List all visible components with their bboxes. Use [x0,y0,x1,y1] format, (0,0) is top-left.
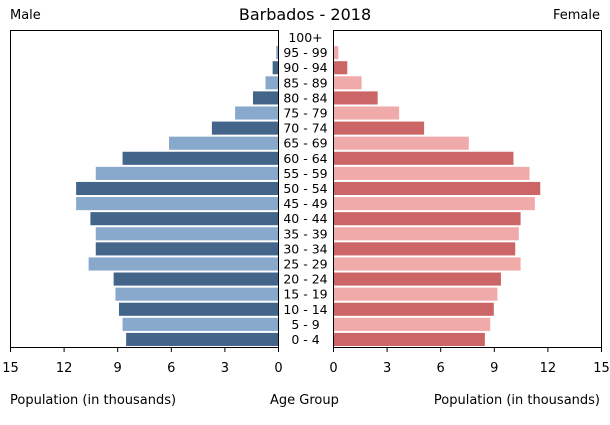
male-x-tick-label: 0 [274,361,282,376]
male-x-tick-label: 9 [114,361,122,376]
male-bar [90,212,279,226]
age-group-tick-label: 15 - 19 [283,287,327,302]
female-bar [333,197,535,211]
female-bar [333,46,339,60]
female-bar [333,332,485,346]
age-group-label: Age Group [270,393,339,408]
male-bar [265,76,278,90]
age-group-tick-label: 35 - 39 [283,226,327,241]
male-x-tick-label: 15 [2,361,19,376]
male-bar [252,91,278,105]
age-group-tick-label: 30 - 34 [283,241,327,256]
age-group-tick-label: 75 - 79 [283,106,327,121]
age-group-tick-label: 65 - 69 [283,136,327,151]
female-axis-title: Population (in thousands) [433,393,600,408]
male-bar [122,317,278,331]
male-bar [113,272,278,286]
female-x-tick-label: 12 [540,361,557,376]
age-group-tick-label: 20 - 24 [283,272,327,287]
female-bar [333,227,519,241]
male-x-tick-label: 12 [56,361,73,376]
male-bar [88,257,278,271]
female-bar [333,257,521,271]
female-x-tick-label: 3 [383,361,391,376]
female-bar [333,242,516,256]
female-bar [333,76,362,90]
male-bar [211,121,278,135]
female-bar [333,91,378,105]
age-group-tick-label: 100+ [288,30,322,45]
age-group-tick-label: 5 - 9 [291,317,319,332]
female-bar [333,302,494,316]
age-group-tick-label: 50 - 54 [283,181,327,196]
age-group-tick-label: 25 - 29 [283,256,327,271]
chart-title: Barbados - 2018 [238,5,372,24]
male-bar [76,197,279,211]
age-group-tick-label: 0 - 4 [291,332,319,347]
age-group-tick-label: 80 - 84 [283,90,327,105]
female-plot-frame [333,30,602,348]
male-bar [95,166,278,180]
female-bar [333,317,491,331]
female-x-tick-label: 15 [593,361,610,376]
male-bar [272,61,278,75]
male-bar [115,287,278,301]
male-bar [95,227,278,241]
male-bar [169,136,278,150]
age-group-tick-label: 45 - 49 [283,196,327,211]
age-group-tick-label: 40 - 44 [283,211,327,226]
female-label: Female [552,8,600,23]
age-group-tick-label: 95 - 99 [283,45,327,60]
female-bar [333,136,469,150]
female-bar [333,272,501,286]
female-bar [333,212,521,226]
male-bar [76,181,279,196]
age-group-tick-label: 70 - 74 [283,121,327,136]
age-group-tick-label: 55 - 59 [283,166,327,181]
female-bar [333,287,498,301]
male-bar [276,46,278,60]
age-group-tick-label: 10 - 14 [283,302,327,317]
male-bar [122,151,278,165]
female-x-tick-label: 9 [490,361,498,376]
age-group-tick-label: 60 - 64 [283,151,327,166]
female-x-tick-label: 6 [437,361,445,376]
age-group-tick-label: 85 - 89 [283,75,327,90]
female-bar [333,61,348,75]
male-label: Male [10,8,41,23]
male-x-tick-label: 3 [221,361,229,376]
age-group-tick-label: 90 - 94 [283,60,327,75]
male-bar [95,242,278,256]
female-bar [333,121,425,135]
female-bar [333,151,514,165]
male-plot-frame [10,30,279,348]
female-bar [333,181,541,196]
male-bar [235,106,278,120]
male-bar [118,302,278,316]
male-axis-title: Population (in thousands) [10,393,177,408]
male-x-tick-label: 6 [167,361,175,376]
male-bar [126,332,278,346]
female-x-tick-label: 0 [329,361,337,376]
female-bar [333,166,530,180]
female-bar [333,106,400,120]
